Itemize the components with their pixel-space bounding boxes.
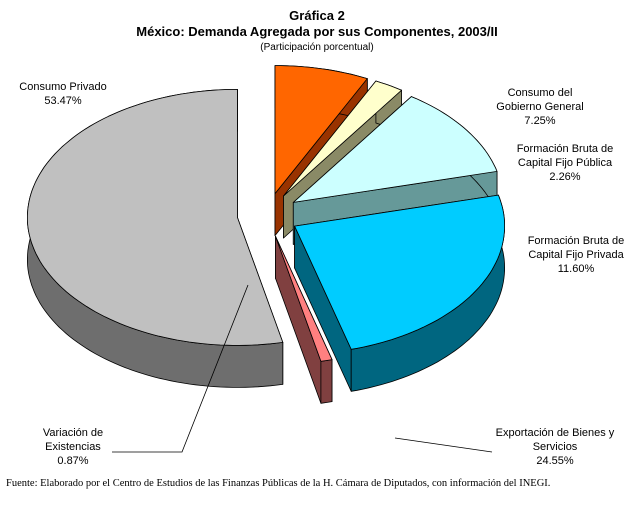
slice	[283, 80, 403, 197]
leader-line	[112, 284, 249, 453]
value-label: 0.87%	[57, 455, 89, 467]
category-label: Consumo Privado	[19, 81, 107, 93]
slice	[292, 96, 498, 203]
chart-title: Gráfica 2	[289, 8, 345, 23]
chart-note: (Participación porcentual)	[260, 42, 374, 53]
slice	[274, 65, 368, 195]
slice	[275, 235, 333, 362]
category-label: Variación de Existencias	[42, 427, 104, 453]
value-label: 53.47%	[44, 95, 82, 107]
source-note: Fuente: Elaborado por el Centro de Estud…	[6, 478, 551, 489]
value-label: 7.25%	[524, 115, 556, 127]
category-label: Consumo del Gobierno General	[496, 87, 584, 113]
category-label: Formación Bruta de Capital Fijo Pública	[516, 143, 614, 169]
slice-label: Formación Bruta de Capital Fijo Privada 1…	[518, 234, 634, 276]
slice-label: Variación de Existencias 0.87%	[18, 426, 128, 468]
value-label: 2.26%	[549, 171, 581, 183]
value-label: 24.55%	[536, 455, 574, 467]
category-label: Exportación de Bienes y Servicios	[495, 427, 615, 453]
chart-subtitle: México: Demanda Agregada por sus Compone…	[136, 24, 498, 39]
slice	[294, 194, 506, 350]
slice-label: Exportación de Bienes y Servicios 24.55%	[495, 426, 615, 468]
slice-label: Consumo Privado 53.47%	[8, 80, 118, 108]
leader-line	[394, 437, 493, 453]
category-label: Formación Bruta de Capital Fijo Privada	[527, 235, 625, 261]
slice	[26, 89, 284, 346]
slice-label: Consumo del Gobierno General 7.25%	[490, 86, 590, 128]
slice-side	[320, 359, 333, 404]
value-label: 11.60%	[557, 263, 595, 275]
slice-label: Formación Bruta de Capital Fijo Pública 2…	[505, 142, 625, 184]
